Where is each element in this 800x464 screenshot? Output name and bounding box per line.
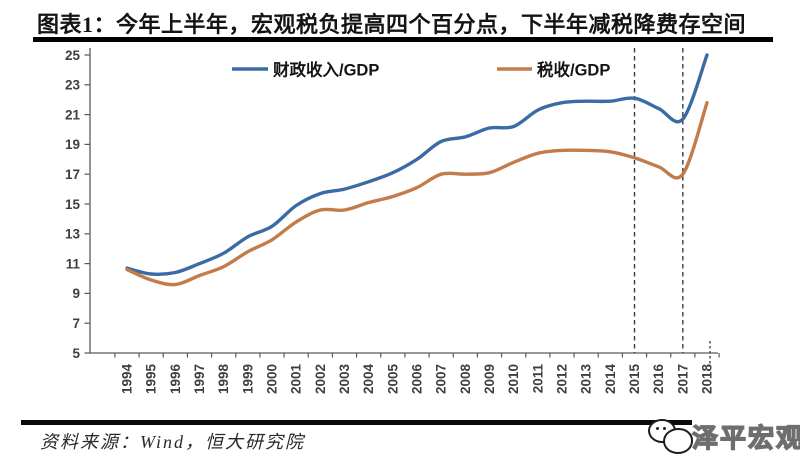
legend-label-0: 财政收入/GDP [272, 60, 379, 80]
x-tick-label: 1996 [168, 364, 183, 395]
x-tick-label: 2013 [579, 364, 594, 395]
x-tick-label: 2002 [313, 364, 328, 394]
series-line-0 [125, 53, 709, 276]
bubble-eye [663, 427, 666, 430]
y-tick-label: 13 [65, 227, 81, 242]
x-tick-label: 1999 [240, 364, 255, 394]
x-tick-label: 2007 [434, 364, 449, 394]
x-tick-label: 2017 [675, 364, 690, 394]
chart-title: 图表1：今年上半年，宏观税负提高四个百分点，下半年减税降费存空间 [37, 12, 747, 37]
x-tick-label: 2008 [458, 364, 473, 395]
title-divider [33, 37, 773, 42]
axes [89, 48, 718, 354]
legend-label-1: 税收/GDP [537, 60, 610, 80]
x-tick-label: 2003 [337, 364, 352, 395]
x-tick-label: 2005 [385, 364, 400, 395]
x-tick-label: 2009 [482, 364, 497, 394]
x-tick-label: 2001 [289, 364, 304, 395]
y-tick-label: 5 [72, 346, 80, 361]
chat-bubble-large [663, 428, 693, 454]
x-tick-label: 2000 [265, 364, 280, 394]
x-tick-label: 1995 [144, 364, 159, 395]
x-tick-label: 2006 [410, 364, 425, 395]
y-tick-label: 15 [65, 197, 81, 212]
source-note: 资料来源：Wind，恒大研究院 [40, 432, 306, 452]
y-tick-label: 11 [66, 256, 81, 271]
y-tick-label: 23 [65, 78, 81, 93]
wechat-icon [646, 416, 693, 456]
x-tick-label: 2010 [506, 364, 521, 394]
x-tick-label: 1997 [192, 364, 207, 394]
x-tick-label: 1998 [216, 364, 231, 395]
footer-divider [21, 420, 692, 425]
y-tick-label: 21 [65, 107, 81, 122]
x-tick-label: 2015 [627, 364, 642, 395]
x-tick-label: 2018 [700, 364, 715, 395]
brand-logo: 泽平宏观 [646, 413, 800, 459]
y-tick-label: 9 [72, 286, 80, 301]
y-tick-label: 17 [65, 167, 80, 182]
brand-name: 泽平宏观 [691, 422, 800, 453]
series-line-1 [125, 101, 709, 287]
x-tick-label: 2011 [530, 364, 545, 394]
x-tick-label: 2004 [361, 364, 376, 395]
x-tick-label: 2014 [603, 364, 618, 395]
x-tick-label: 2012 [555, 364, 570, 394]
y-tick-label: 25 [65, 48, 81, 63]
y-tick-label: 7 [72, 316, 80, 331]
y-tick-label: 19 [65, 137, 80, 152]
x-tick-label: 1994 [120, 364, 135, 395]
x-tick-label: 2016 [651, 364, 666, 395]
bubble-eye [656, 427, 659, 430]
